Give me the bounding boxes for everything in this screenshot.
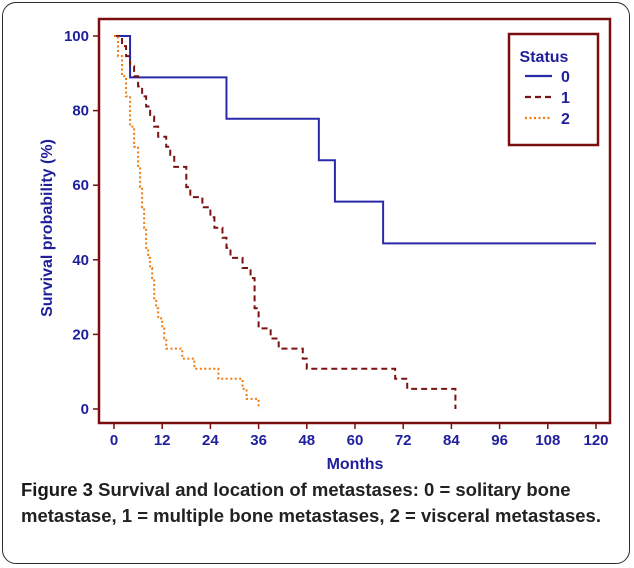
x-tick-label: 60 (347, 432, 364, 449)
legend-label-1: 1 (561, 90, 570, 107)
series-line-1 (114, 35, 457, 409)
legend-title: Status (520, 49, 569, 66)
figure-label: Figure 3 (21, 479, 93, 500)
x-tick-label: 84 (443, 432, 460, 449)
y-tick-label: 40 (72, 252, 89, 269)
series-line-0 (114, 35, 596, 245)
figure-caption-text: Survival and location of metastases: 0 =… (21, 479, 601, 526)
x-tick-label: 72 (395, 432, 412, 449)
x-tick-label: 96 (491, 432, 508, 449)
x-tick-label: 36 (250, 432, 267, 449)
x-tick-label: 48 (298, 432, 315, 449)
series-line-2 (114, 35, 260, 409)
x-tick-label: 120 (583, 432, 608, 449)
figure-caption: Figure 3 Survival and location of metast… (21, 477, 621, 529)
y-tick-label: 80 (72, 103, 89, 120)
y-axis-label: Survival probability (%) (39, 139, 56, 317)
y-tick-label: 0 (81, 401, 89, 418)
legend-label-2: 2 (561, 111, 570, 128)
y-tick-label: 60 (72, 177, 89, 194)
y-tick-label: 20 (72, 326, 89, 343)
x-tick-label: 12 (154, 432, 171, 449)
y-tick-label: 100 (64, 28, 89, 45)
legend-box (507, 32, 600, 147)
series-layer (114, 35, 596, 409)
x-tick-label: 24 (202, 432, 219, 449)
legend-label-0: 0 (561, 69, 570, 86)
x-tick-label: 108 (535, 432, 560, 449)
x-tick-label: 0 (110, 432, 118, 449)
legend: Status 0 1 2 (507, 32, 600, 147)
x-axis-label: Months (327, 456, 384, 473)
